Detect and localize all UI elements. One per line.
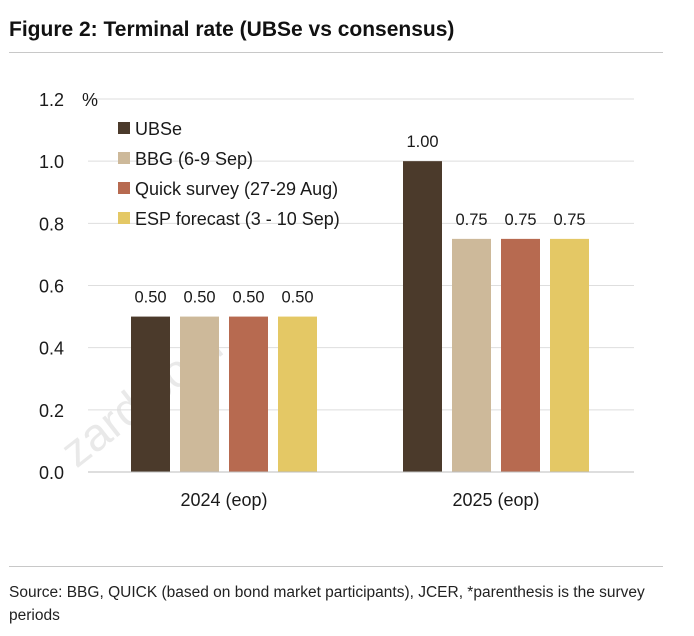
- data-label: 0.50: [281, 289, 313, 307]
- legend-swatch: [118, 152, 130, 164]
- legend-swatch: [118, 212, 130, 224]
- y-tick-label: 0.2: [39, 401, 64, 421]
- bar-0-3: [278, 316, 317, 472]
- y-axis-unit-label: %: [82, 90, 98, 110]
- x-tick-label: 2025 (eop): [452, 490, 539, 510]
- bar-1-1: [452, 238, 491, 472]
- legend-swatch: [118, 122, 130, 134]
- data-label: 0.75: [553, 211, 585, 229]
- legend-label: BBG (6-9 Sep): [135, 149, 253, 169]
- y-tick-label: 1.2: [39, 90, 64, 110]
- data-label: 0.75: [455, 211, 487, 229]
- legend-swatch: [118, 182, 130, 194]
- bar-0-0: [131, 316, 170, 472]
- data-label: 0.50: [183, 289, 215, 307]
- bar-chart: 0.0 0.2 0.4 0.6 0.8 1.0 1.2 % 0.50 0.50 0.50 0.50 20…: [39, 90, 634, 510]
- data-label: 0.75: [504, 211, 536, 229]
- data-label: 0.50: [232, 289, 264, 307]
- data-label: 0.50: [134, 289, 166, 307]
- bar-0-1: [180, 316, 219, 472]
- bar-1-2: [501, 238, 540, 472]
- source-divider: [9, 566, 663, 567]
- x-tick-label: 2024 (eop): [180, 490, 267, 510]
- data-label: 1.00: [406, 133, 438, 151]
- y-tick-label: 0.0: [39, 463, 64, 483]
- y-tick-label: 0.8: [39, 214, 64, 234]
- y-tick-label: 0.6: [39, 277, 64, 297]
- y-tick-label: 0.4: [39, 339, 64, 359]
- bar-1-0: [403, 161, 442, 472]
- y-tick-label: 1.0: [39, 152, 64, 172]
- bar-0-2: [229, 316, 268, 472]
- legend-label: Quick survey (27-29 Aug): [135, 179, 338, 199]
- source-note: Source: BBG, QUICK (based on bond market…: [9, 584, 645, 624]
- legend-label: UBSe: [135, 119, 182, 139]
- title-divider: [9, 52, 663, 53]
- bar-1-3: [550, 238, 589, 472]
- legend-label: ESP forecast (3 - 10 Sep): [135, 209, 340, 229]
- figure-title: Figure 2: Terminal rate (UBSe vs consens…: [9, 18, 455, 41]
